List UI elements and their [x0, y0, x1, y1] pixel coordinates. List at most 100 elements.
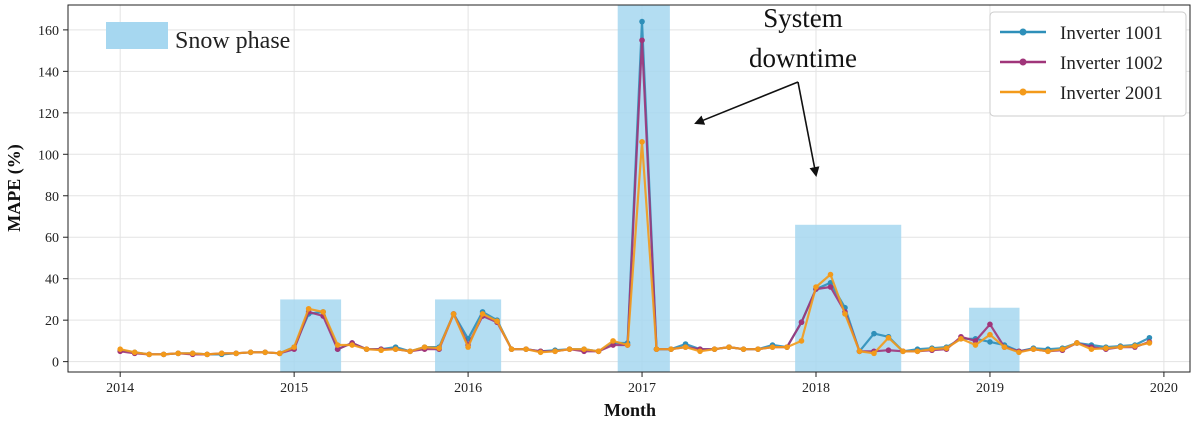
- data-point: [958, 336, 964, 342]
- data-point: [537, 349, 544, 356]
- data-point: [508, 346, 515, 352]
- y-tick-label: 160: [38, 24, 59, 39]
- data-point: [624, 342, 631, 348]
- data-point: [987, 339, 993, 345]
- data-point: [726, 344, 732, 350]
- data-point: [581, 346, 587, 352]
- legend-label-1001: Inverter 1001: [1060, 23, 1163, 44]
- legend-marker-2001: [1019, 88, 1027, 96]
- data-point: [639, 37, 645, 44]
- data-point: [1045, 348, 1051, 355]
- y-tick-label: 140: [38, 65, 59, 80]
- tick-layer: 2014 2015 2016 2017 2018 2019 2020 0 20 40 60 80 100…: [38, 24, 1178, 396]
- legend-label-2001: Inverter 2001: [1060, 83, 1163, 104]
- data-point: [769, 344, 776, 350]
- data-point: [175, 350, 181, 357]
- data-point: [1030, 346, 1037, 352]
- x-tick-label: 2019: [976, 381, 1004, 396]
- data-point: [653, 346, 660, 352]
- y-tick-label: 120: [38, 107, 59, 122]
- data-point: [842, 311, 848, 317]
- data-point: [1001, 344, 1008, 350]
- data-point: [987, 331, 993, 338]
- x-tick-label: 2015: [280, 381, 308, 396]
- data-point: [784, 344, 790, 350]
- legend-marker-1002: [1019, 58, 1027, 66]
- data-point: [682, 344, 689, 350]
- data-point: [421, 344, 428, 350]
- downtime-annotation: System downtime: [694, 3, 857, 177]
- downtime-arrow: [694, 81, 799, 125]
- y-axis-title: MAPE (%): [4, 144, 25, 231]
- data-point: [189, 350, 196, 357]
- data-point: [827, 284, 834, 290]
- data-point: [595, 348, 602, 355]
- x-tick-label: 2016: [454, 381, 482, 396]
- data-point: [378, 347, 384, 354]
- snow-phase-band: [435, 299, 502, 372]
- data-point: [885, 334, 892, 341]
- y-tick-label: 80: [45, 190, 59, 205]
- data-point: [856, 348, 863, 355]
- x-tick-label: 2020: [1150, 381, 1178, 396]
- data-point: [885, 347, 892, 354]
- data-point: [363, 346, 370, 352]
- data-point: [566, 346, 573, 352]
- data-point: [972, 338, 979, 344]
- data-point: [392, 346, 399, 352]
- data-point: [610, 338, 616, 344]
- x-tick-label: 2014: [106, 381, 134, 396]
- data-point: [900, 348, 906, 355]
- downtime-arrow: [797, 81, 820, 177]
- data-point: [450, 311, 457, 317]
- data-point: [276, 350, 283, 357]
- y-tick-label: 60: [45, 231, 59, 246]
- data-point: [798, 338, 805, 344]
- data-point: [160, 351, 167, 358]
- data-point: [320, 309, 326, 315]
- data-point: [494, 318, 500, 325]
- y-tick-label: 100: [38, 148, 59, 163]
- data-point: [146, 351, 152, 358]
- data-point: [827, 271, 834, 278]
- data-point: [1059, 346, 1066, 352]
- data-point: [465, 344, 471, 350]
- data-point: [1132, 343, 1138, 349]
- data-point: [407, 348, 413, 355]
- data-point: [871, 330, 877, 337]
- data-point: [291, 344, 297, 350]
- data-point: [131, 349, 138, 356]
- data-point: [871, 350, 877, 357]
- data-point: [755, 346, 761, 352]
- data-point: [1016, 349, 1022, 356]
- data-point: [987, 321, 993, 328]
- legend-box: [989, 11, 1187, 117]
- data-point: [349, 342, 355, 348]
- annotation-line-1: System: [763, 3, 843, 33]
- data-point: [972, 342, 979, 348]
- data-point: [479, 311, 486, 317]
- data-point: [1103, 345, 1109, 351]
- data-point: [740, 346, 747, 352]
- legend-marker-1001: [1019, 28, 1027, 36]
- data-point: [1117, 344, 1124, 350]
- y-tick-label: 40: [45, 273, 59, 288]
- snow-phase-label: Snow phase: [175, 28, 290, 54]
- data-point: [639, 139, 645, 145]
- data-point: [233, 350, 239, 357]
- data-point: [204, 351, 210, 358]
- data-point: [218, 350, 225, 357]
- data-point: [1146, 334, 1153, 341]
- data-point: [552, 348, 558, 355]
- data-point: [813, 284, 819, 290]
- data-point: [262, 349, 268, 356]
- data-point: [639, 18, 645, 25]
- data-point: [943, 345, 950, 351]
- data-point: [929, 346, 935, 352]
- legend-label-1002: Inverter 1002: [1060, 53, 1163, 74]
- snow-phase-swatch: [106, 22, 168, 49]
- data-point: [610, 342, 616, 348]
- y-tick-label: 20: [45, 314, 59, 329]
- x-axis-title: Month: [604, 400, 656, 420]
